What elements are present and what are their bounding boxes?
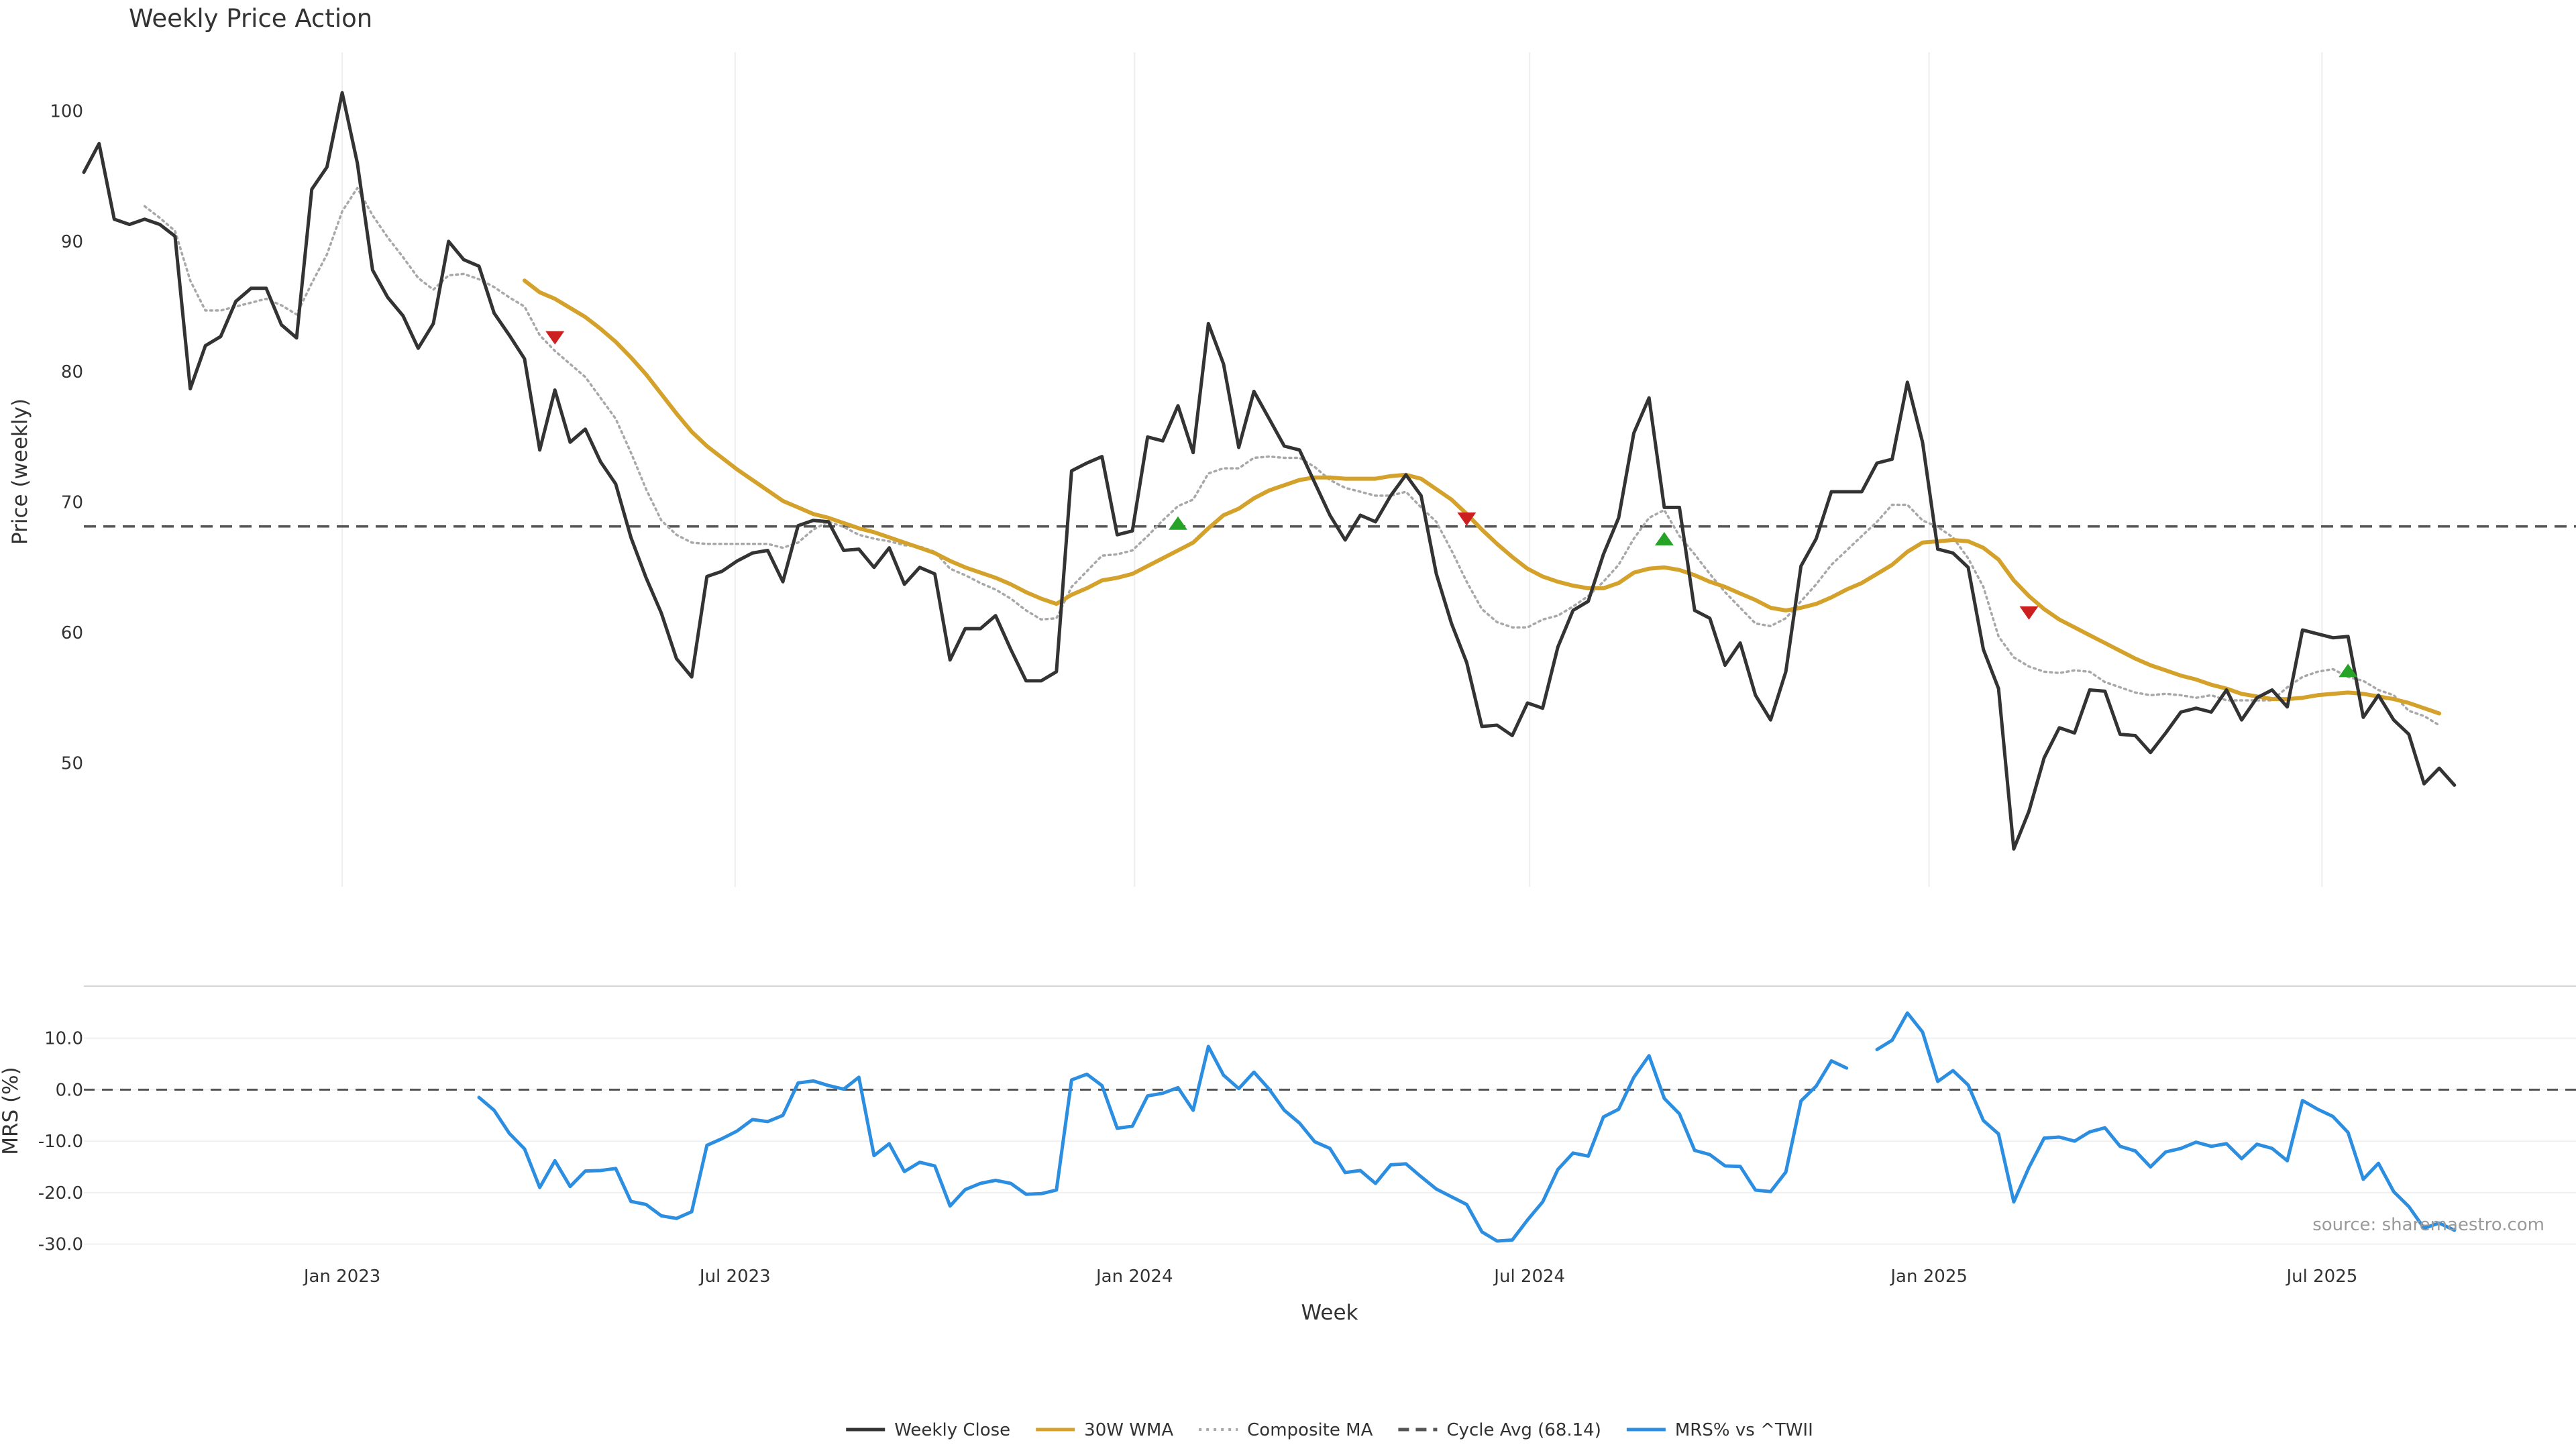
buy-signal-marker: [1654, 532, 1674, 546]
sell-signal-marker: [545, 331, 565, 345]
price-y-tick-label: 90: [61, 232, 83, 252]
series-line-30w-wma: [522, 278, 2442, 716]
price-y-tick-label: 100: [50, 101, 83, 121]
series-line-weekly-close: [82, 91, 2457, 851]
legend-item-composite-ma: Composite MA: [1199, 1420, 1373, 1440]
source-credit: source: sharemaestro.com: [2312, 1215, 2544, 1235]
chart-title: Weekly Price Action: [129, 4, 372, 33]
x-tick-label: Jul 2023: [698, 1267, 771, 1287]
x-tick-label: Jan 2025: [1889, 1267, 1968, 1287]
x-tick-label: Jan 2023: [303, 1267, 381, 1287]
mrs-y-axis: 10.0 0.0 -10.0 -20.0 -30.0: [38, 1029, 83, 1255]
mrs-grid: [84, 1037, 2576, 1245]
price-y-axis-label: Price (weekly): [8, 398, 32, 545]
x-axis-label: Week: [1301, 1301, 1358, 1325]
price-grid: [341, 52, 2323, 887]
signal-markers: [545, 331, 2358, 678]
mrs-y-axis-label: MRS (%): [0, 1067, 23, 1155]
price-y-axis: 50 60 70 80 90 100: [50, 101, 83, 773]
x-tick-label: Jan 2024: [1095, 1267, 1173, 1287]
sell-signal-marker: [1457, 512, 1477, 526]
legend-label: Composite MA: [1247, 1420, 1373, 1440]
series-line-mrs-vs-twii: [477, 1044, 1849, 1243]
mrs-y-tick-label: 10.0: [44, 1029, 83, 1049]
legend-item-weekly-close: Weekly Close: [846, 1420, 1010, 1440]
price-y-tick-label: 50: [61, 753, 83, 773]
mrs-y-tick-label: -30.0: [38, 1235, 83, 1255]
series-line-mrs-vs-twii: [1875, 1011, 2457, 1232]
price-y-tick-label: 70: [61, 493, 83, 513]
buy-signal-marker: [1168, 516, 1187, 530]
sell-signal-marker: [2019, 606, 2039, 620]
x-tick-label: Jul 2025: [2285, 1267, 2357, 1287]
mrs-series: [84, 1011, 2576, 1243]
legend-item-30w-wma: 30W WMA: [1036, 1420, 1173, 1440]
legend-label: 30W WMA: [1084, 1420, 1173, 1440]
mrs-y-tick-label: -10.0: [38, 1132, 83, 1152]
legend-label: Cycle Avg (68.14): [1446, 1420, 1601, 1440]
legend: Weekly Close 30W WMA Composite MA Cycle Avg…: [846, 1420, 1813, 1440]
legend-item-cycle-avg-68-14: Cycle Avg (68.14): [1398, 1420, 1601, 1440]
legend-item-mrs-vs-twii: MRS% vs ^TWII: [1626, 1420, 1813, 1440]
buy-signal-marker: [2339, 663, 2358, 678]
mrs-panel: 10.0 0.0 -10.0 -20.0 -30.0 MRS (%) source: s…: [0, 1011, 2576, 1255]
price-panel: 50 60 70 80 90 100 Price (weekly): [8, 52, 2576, 887]
price-series: [82, 91, 2576, 851]
legend-label: MRS% vs ^TWII: [1675, 1420, 1813, 1440]
mrs-y-tick-label: 0.0: [56, 1080, 83, 1100]
x-tick-label: Jul 2024: [1493, 1267, 1565, 1287]
legend-label: Weekly Close: [894, 1420, 1010, 1440]
mrs-y-tick-label: -20.0: [38, 1183, 83, 1203]
series-line-composite-ma: [143, 186, 2440, 727]
x-axis: Jan 2023 Jul 2023 Jan 2024 Jul 2024 Jan 2025…: [303, 1267, 2357, 1287]
price-y-tick-label: 60: [61, 623, 83, 643]
price-y-tick-label: 80: [61, 362, 83, 382]
